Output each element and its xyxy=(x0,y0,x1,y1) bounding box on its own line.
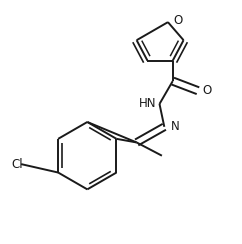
Text: O: O xyxy=(203,84,212,97)
Text: HN: HN xyxy=(138,97,156,111)
Text: N: N xyxy=(171,120,180,133)
Text: Cl: Cl xyxy=(12,158,23,171)
Text: O: O xyxy=(173,14,182,27)
